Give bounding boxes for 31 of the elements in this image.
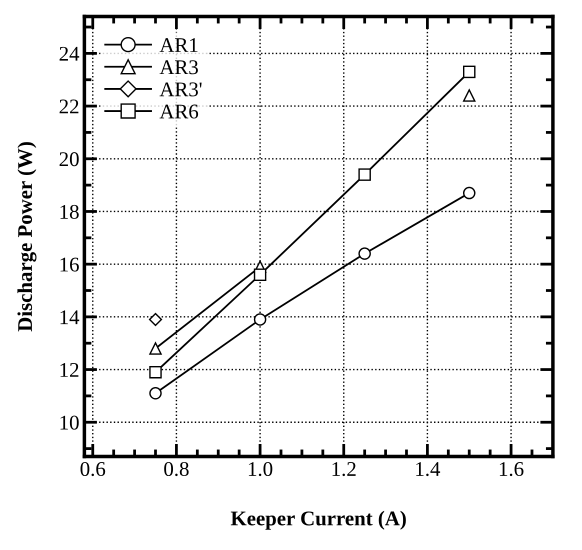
point	[149, 366, 162, 378]
x-tick-label: 1.4	[416, 462, 440, 476]
y-axis-title: Discharge Power (W)	[17, 142, 36, 332]
legend-label: AR3'	[160, 82, 202, 96]
y-tick-label: 20	[60, 152, 79, 166]
point	[358, 168, 371, 181]
point	[149, 387, 162, 400]
y-tick-label: 12	[60, 362, 78, 377]
x-tick-label: 1.2	[332, 462, 356, 476]
x-axis-title: Keeper Current (A)	[230, 510, 406, 530]
y-tick-label: 18	[60, 204, 79, 219]
y-tick-label: 22	[60, 100, 78, 114]
point	[462, 89, 476, 102]
point	[462, 66, 476, 78]
x-tick-label: 0.8	[164, 462, 189, 476]
point	[254, 268, 266, 281]
x-tick-label: 0.6	[80, 462, 106, 476]
y-tick-label: 14	[60, 310, 80, 324]
legend-label: AR1	[160, 38, 198, 52]
legend-label: AR6	[160, 104, 198, 119]
y-tick-label: 24	[60, 46, 80, 61]
x-tick-label: 1.6	[500, 462, 524, 476]
legend-label: AR3	[160, 60, 198, 74]
y-tick-label: 10	[60, 416, 79, 430]
y-tick-label: 16	[60, 258, 79, 272]
point	[358, 247, 371, 260]
x-tick-label: 1.0	[248, 462, 272, 476]
point	[462, 186, 476, 200]
point	[254, 313, 266, 326]
point	[149, 342, 162, 355]
point	[148, 312, 162, 326]
